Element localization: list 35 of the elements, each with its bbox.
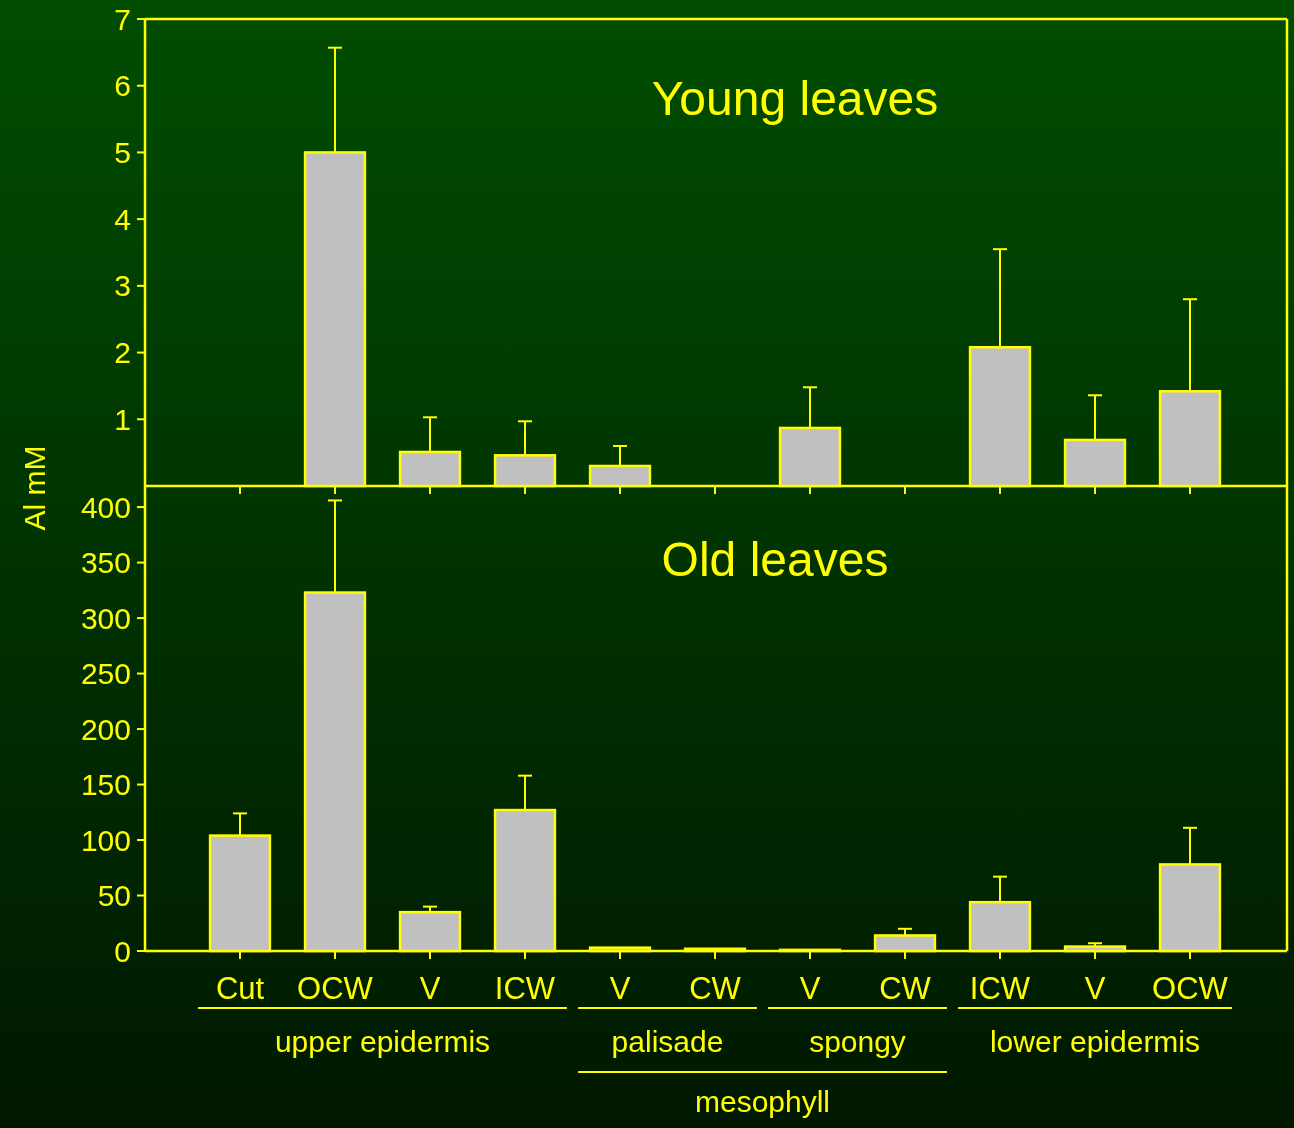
x-tick-label: Cut bbox=[215, 971, 265, 1006]
text: Young leaves bbox=[651, 72, 939, 125]
y-tick-label: 200 bbox=[80, 712, 131, 746]
y-tick-label: 50 bbox=[97, 879, 131, 913]
y-tick-label: 5 bbox=[114, 135, 131, 169]
y-tick-label: 6 bbox=[114, 69, 131, 103]
text: mesophyll bbox=[694, 1085, 831, 1118]
y-tick-label: 250 bbox=[80, 657, 131, 691]
x-tick-label: V bbox=[419, 971, 441, 1006]
y-tick-label: 2 bbox=[114, 336, 131, 370]
x-tick-label: V bbox=[799, 971, 821, 1006]
y-tick-label: 7 bbox=[114, 2, 131, 36]
y-tick-label: 0 bbox=[114, 934, 131, 968]
text: palisade bbox=[611, 1025, 724, 1058]
y-tick-label: 350 bbox=[80, 546, 131, 580]
x-tick-label: CW bbox=[689, 971, 742, 1006]
y-tick-label: 100 bbox=[80, 823, 131, 857]
text: spongy bbox=[809, 1025, 906, 1058]
y-axis-title: Al mM bbox=[18, 445, 51, 531]
x-tick-label: V bbox=[1084, 971, 1106, 1006]
text: Old leaves bbox=[661, 533, 889, 586]
y-tick-label: 3 bbox=[114, 269, 131, 303]
y-tick-label: 150 bbox=[80, 768, 131, 802]
x-tick-label: CW bbox=[879, 971, 932, 1006]
y-tick-label: 4 bbox=[114, 202, 131, 236]
x-tick-label: OCW bbox=[297, 971, 374, 1006]
x-tick-label: OCW bbox=[1152, 971, 1229, 1006]
y-tick-label: 300 bbox=[80, 601, 131, 635]
x-tick-label: V bbox=[609, 971, 631, 1006]
y-tick-label: 400 bbox=[80, 490, 131, 524]
x-tick-label: ICW bbox=[494, 971, 556, 1006]
text: upper epidermis bbox=[274, 1025, 491, 1058]
x-tick-label: ICW bbox=[969, 971, 1031, 1006]
text: lower epidermis bbox=[989, 1025, 1201, 1058]
y-tick-label: 1 bbox=[114, 402, 131, 436]
